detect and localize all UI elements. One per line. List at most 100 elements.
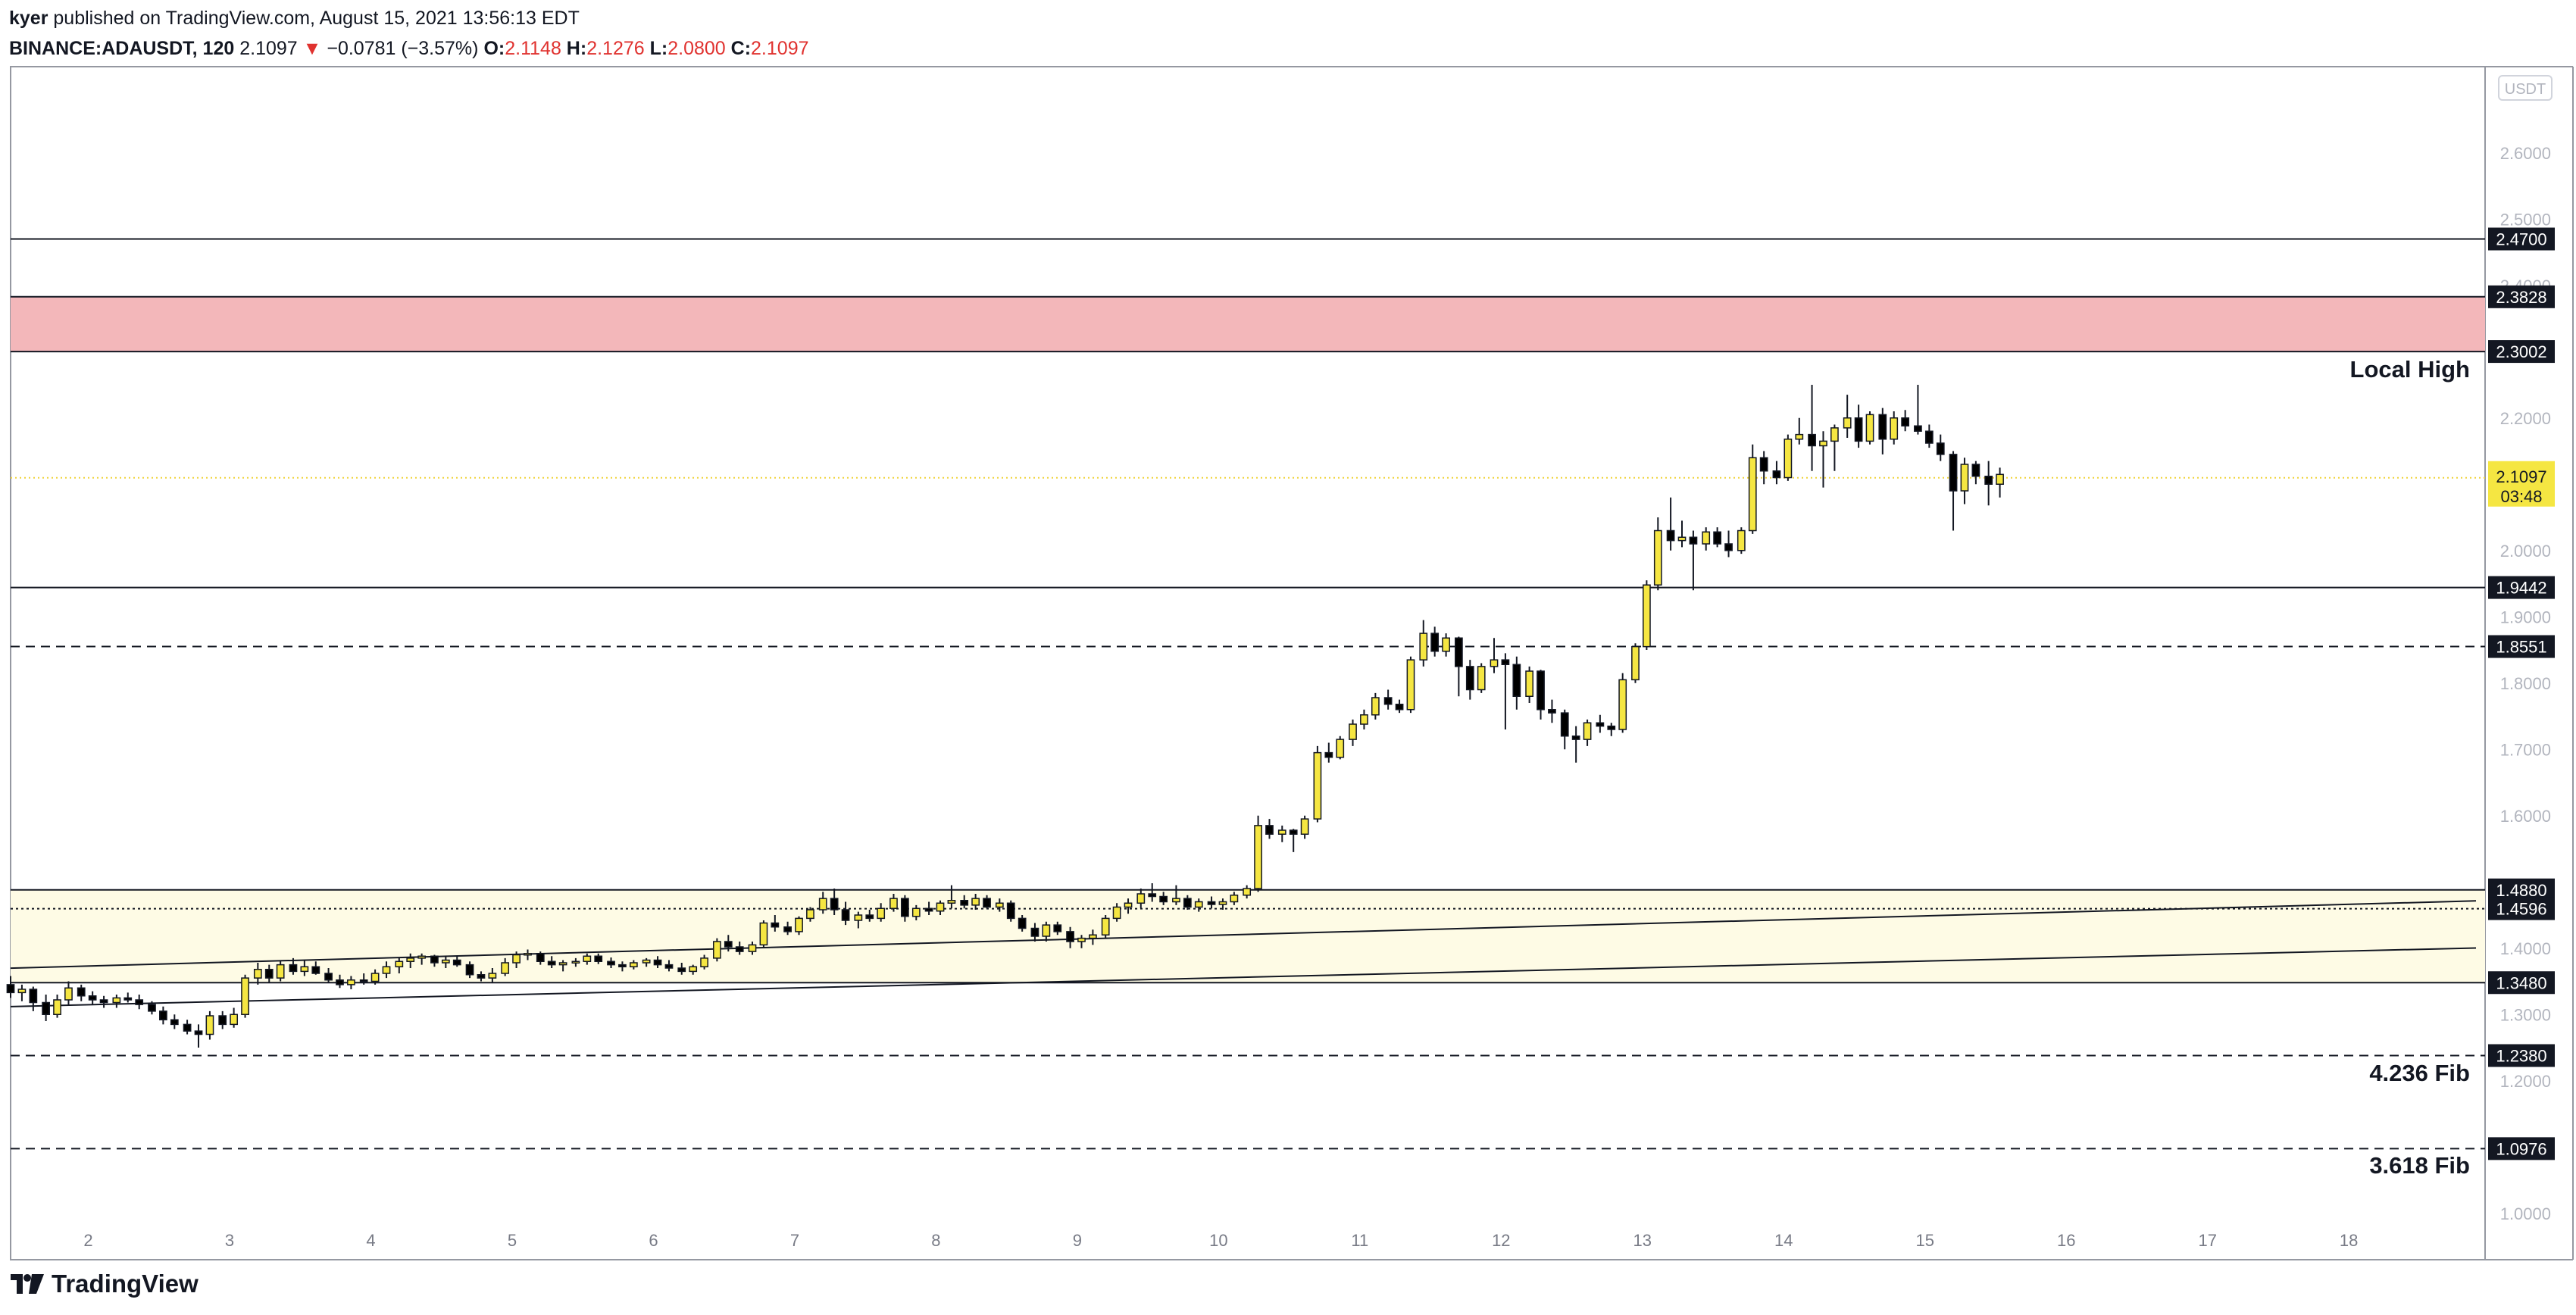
candle[interactable] (960, 900, 969, 906)
candle[interactable] (901, 898, 909, 917)
candle[interactable] (289, 964, 298, 973)
candle[interactable] (1136, 893, 1146, 904)
candle[interactable] (135, 999, 144, 1005)
candle[interactable] (300, 966, 309, 973)
level-price-badge[interactable] (2488, 1137, 2555, 1160)
candle[interactable] (1702, 531, 1711, 545)
candle[interactable] (253, 969, 262, 979)
candle[interactable] (1737, 529, 1746, 551)
candle[interactable] (276, 964, 285, 979)
candle[interactable] (1395, 704, 1404, 711)
candle[interactable] (148, 1004, 156, 1012)
candle[interactable] (1890, 417, 1899, 440)
candle[interactable] (477, 974, 486, 979)
candle[interactable] (854, 914, 863, 921)
candle[interactable] (1843, 417, 1852, 429)
currency-badge[interactable] (2498, 75, 2553, 101)
candle[interactable] (1124, 902, 1133, 908)
candle[interactable] (112, 997, 121, 1004)
candle[interactable] (558, 962, 567, 966)
candle[interactable] (830, 898, 839, 911)
candle[interactable] (1666, 529, 1675, 542)
candle[interactable] (1936, 442, 1945, 455)
candle[interactable] (1490, 659, 1499, 667)
candle[interactable] (1300, 818, 1309, 835)
candle[interactable] (841, 909, 850, 921)
candle[interactable] (1548, 709, 1556, 714)
candle[interactable] (1949, 454, 1958, 492)
candle[interactable] (1808, 433, 1816, 447)
candle[interactable] (1583, 722, 1592, 740)
candle[interactable] (1971, 464, 1980, 477)
candle[interactable] (995, 902, 1004, 908)
candle[interactable] (1830, 427, 1839, 442)
candle[interactable] (1784, 439, 1793, 479)
candle[interactable] (1289, 829, 1298, 835)
candle[interactable] (406, 957, 415, 962)
candle[interactable] (359, 979, 368, 982)
level-price-badge[interactable] (2488, 971, 2555, 995)
candle[interactable] (1383, 697, 1393, 705)
candle[interactable] (713, 941, 721, 959)
candle[interactable] (1643, 584, 1651, 648)
candle[interactable] (664, 964, 674, 969)
candle[interactable] (218, 1015, 227, 1026)
candle[interactable] (629, 962, 638, 967)
candle[interactable] (607, 960, 615, 966)
candle[interactable] (1089, 934, 1097, 939)
candle[interactable] (465, 964, 474, 976)
candle[interactable] (983, 898, 991, 908)
candle[interactable] (77, 987, 86, 997)
candle[interactable] (947, 900, 956, 904)
candle[interactable] (818, 898, 827, 911)
candle[interactable] (783, 926, 792, 932)
candle[interactable] (1748, 457, 1757, 532)
candle[interactable] (1277, 829, 1286, 835)
candle[interactable] (771, 922, 780, 928)
candle[interactable] (441, 959, 450, 964)
candle[interactable] (347, 979, 355, 985)
candle[interactable] (689, 966, 698, 973)
candle[interactable] (1713, 531, 1722, 545)
candle[interactable] (1525, 670, 1533, 697)
candle[interactable] (1360, 714, 1368, 725)
candle[interactable] (1265, 825, 1274, 835)
candle[interactable] (1596, 722, 1605, 727)
candle[interactable] (395, 960, 404, 967)
candle[interactable] (53, 999, 61, 1015)
trend-line-0[interactable] (10, 947, 2477, 1007)
candle[interactable] (1854, 417, 1863, 442)
candle[interactable] (512, 954, 521, 964)
candle[interactable] (1159, 895, 1168, 903)
candle[interactable] (547, 960, 556, 966)
candle[interactable] (536, 953, 545, 962)
candle[interactable] (924, 907, 933, 912)
candle[interactable] (336, 979, 344, 985)
candle[interactable] (488, 973, 497, 979)
candle[interactable] (1501, 659, 1510, 665)
candle[interactable] (1759, 457, 1768, 472)
candle[interactable] (42, 1001, 50, 1015)
candle[interactable] (1631, 645, 1640, 681)
candle[interactable] (1349, 723, 1357, 740)
candle[interactable] (1053, 924, 1062, 932)
candle[interactable] (1901, 417, 1910, 426)
candle[interactable] (877, 907, 886, 920)
candle[interactable] (1077, 937, 1086, 942)
candle[interactable] (583, 955, 592, 962)
candle[interactable] (1512, 664, 1521, 697)
candle[interactable] (911, 907, 921, 917)
candle[interactable] (1006, 902, 1015, 920)
level-price-badge[interactable] (2488, 635, 2555, 658)
candle[interactable] (865, 914, 874, 920)
candle[interactable] (806, 909, 814, 920)
candle[interactable] (795, 917, 803, 932)
candle[interactable] (1914, 425, 1922, 432)
candle[interactable] (1183, 898, 1192, 908)
candle[interactable] (241, 977, 249, 1015)
candle[interactable] (1313, 751, 1322, 820)
candle[interactable] (1924, 430, 1934, 444)
candle[interactable] (205, 1015, 214, 1035)
candle[interactable] (501, 962, 510, 974)
symbol-label[interactable]: BINANCE:ADAUSDT, 120 (9, 38, 235, 59)
